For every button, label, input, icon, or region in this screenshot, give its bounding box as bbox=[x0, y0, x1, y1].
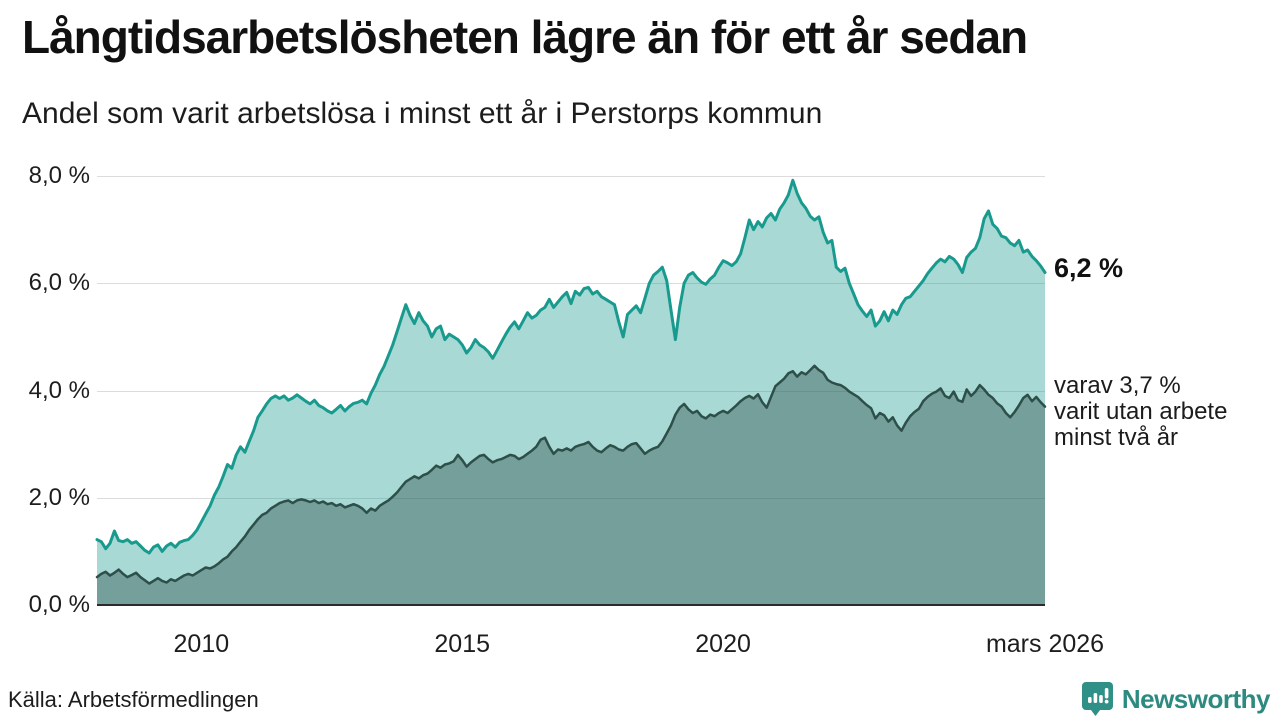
x-axis-line bbox=[97, 604, 1045, 606]
x-tick-label: 2020 bbox=[695, 630, 751, 658]
y-tick-label: 4,0 % bbox=[28, 377, 90, 404]
latest-value-label: 6,2 % bbox=[1054, 253, 1124, 283]
page-subtitle: Andel som varit arbetslösa i minst ett å… bbox=[22, 97, 823, 130]
series-2-area bbox=[97, 365, 1045, 606]
series-1-area bbox=[97, 180, 1045, 607]
y-tick-label: 6,0 % bbox=[28, 269, 90, 296]
gridline bbox=[97, 283, 1045, 284]
secondary-series-label-line1: varav 3,7 % bbox=[1054, 372, 1181, 399]
y-tick-label: 8,0 % bbox=[28, 162, 90, 189]
y-tick-label: 0,0 % bbox=[28, 591, 90, 618]
secondary-series-label-line3: minst två år bbox=[1054, 424, 1179, 451]
y-tick-label: 2,0 % bbox=[28, 484, 90, 511]
gridline bbox=[97, 498, 1045, 499]
area-chart bbox=[95, 178, 1047, 607]
plot-area bbox=[95, 175, 1047, 607]
newsworthy-bubble-chart-icon bbox=[1081, 681, 1114, 717]
secondary-series-label-line2: varit utan arbete bbox=[1054, 398, 1228, 425]
series-2-line bbox=[95, 364, 1047, 585]
page-title: Långtidsarbetslösheten lägre än för ett … bbox=[22, 11, 1028, 63]
x-tick-label: 2015 bbox=[434, 630, 491, 658]
x-tick-label: 2010 bbox=[173, 630, 230, 658]
gridline bbox=[97, 391, 1045, 392]
gridline bbox=[97, 176, 1045, 177]
x-tick-label: mars 2026 bbox=[985, 630, 1105, 658]
newsworthy-logo-text: Newsworthy bbox=[1121, 683, 1271, 714]
source-attribution: Källa: Arbetsförmedlingen bbox=[8, 687, 259, 712]
secondary-series-label: varav 3,7 % varit utan arbete minst två … bbox=[1054, 373, 1279, 451]
series-1-line bbox=[95, 178, 1047, 555]
newsworthy-logo[interactable]: Newsworthy bbox=[1081, 681, 1271, 717]
